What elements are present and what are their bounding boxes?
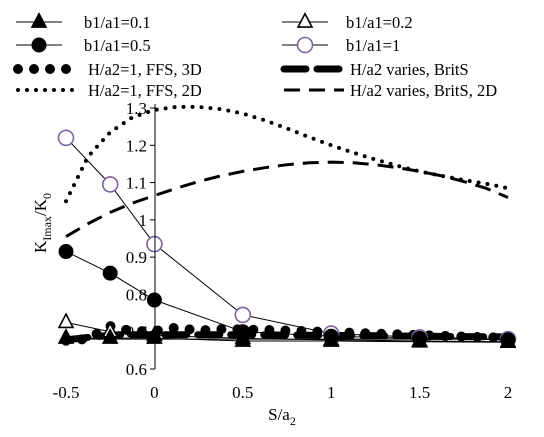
legend-item: H/a2=1, FFS, 3D: [13, 60, 202, 79]
data-point: [57, 129, 75, 147]
y-tick-label: 1.3: [126, 99, 147, 118]
series-line: [61, 321, 513, 346]
legend-item: H/a2=1, FFS, 2D: [16, 81, 202, 100]
series-4: [61, 321, 513, 346]
y-axis-title-sub: Imax: [40, 216, 54, 241]
x-tick-label: 1: [327, 383, 336, 402]
legend-item: b1/a1=0.2: [282, 12, 413, 32]
legend-item: b1/a1=0.5: [16, 36, 151, 55]
data-point: [58, 244, 74, 260]
x-tick-label: -0.5: [53, 383, 80, 402]
series-line: [65, 160, 509, 238]
x-axis-title: S/a2: [268, 405, 296, 428]
legend-item: H/a2 varies, BritS: [280, 60, 469, 79]
legend-marker: [296, 36, 314, 54]
y-axis-title: KImax/K0: [31, 193, 54, 253]
legend-item: b1/a1=1: [282, 36, 400, 55]
y-tick-label: 1: [139, 211, 148, 230]
y-tick-label: 1.2: [126, 136, 147, 155]
legend-marker: [30, 12, 48, 28]
y-tick-label: 1.1: [126, 174, 147, 193]
x-tick-label: 1.5: [409, 383, 430, 402]
data-point: [146, 292, 162, 308]
series-3: [57, 129, 517, 348]
legend: b1/a1=0.1 b1/a1=0.2 b1/a1=0.5 b1/a1=1 H/a2=1…: [13, 12, 497, 100]
series-layer: [57, 104, 517, 349]
legend-label: b1/a1=0.1: [84, 13, 151, 32]
legend-label: b1/a1=0.2: [346, 13, 413, 32]
x-axis-title-sub: 2: [290, 414, 296, 428]
x-tick-label: 0: [150, 383, 159, 402]
data-point: [146, 235, 163, 253]
y-tick-label: 0.9: [126, 248, 147, 267]
legend-label: H/a2=1, FFS, 2D: [88, 81, 202, 100]
y-axis-title-mid: /K: [31, 198, 50, 216]
series-line: [65, 137, 509, 340]
data-point: [57, 312, 75, 329]
legend-label: H/a2 varies, BritS: [350, 60, 469, 79]
data-point: [234, 306, 252, 324]
y-axis-title-sub2: 0: [40, 193, 54, 199]
legend-label: b1/a1=1: [346, 36, 400, 55]
legend-label: b1/a1=0.5: [84, 36, 151, 55]
legend-label: H/a2 varies, BritS, 2D: [350, 81, 497, 100]
y-tick-label: 0.7: [126, 323, 148, 342]
x-tick-label: 2: [504, 383, 513, 402]
data-point: [102, 265, 118, 281]
legend-item: H/a2 varies, BritS, 2D: [284, 81, 497, 100]
y-tick-label: 0.8: [126, 285, 147, 304]
axes-layer: 0.6 0.7 0.8 0.9 1 1.1 1.2 1.3 -0.5 0 0.5 1 1.5 2: [53, 99, 513, 402]
data-point: [101, 176, 119, 193]
x-tick-label: 0.5: [232, 383, 253, 402]
legend-item: b1/a1=0.1: [16, 12, 151, 32]
legend-marker: [31, 37, 47, 53]
plot-area: 0.6 0.7 0.8 0.9 1 1.1 1.2 1.3 -0.5 0 0.5 1 1.5 2: [53, 99, 517, 402]
data-point: [101, 328, 119, 344]
series-7: [65, 160, 509, 238]
legend-marker: [296, 12, 314, 28]
y-axis-title-main: K: [31, 240, 50, 253]
x-axis-title-main: S/a: [268, 405, 290, 424]
legend-label: H/a2=1, FFS, 3D: [88, 60, 202, 79]
y-tick-label: 0.6: [126, 360, 147, 379]
